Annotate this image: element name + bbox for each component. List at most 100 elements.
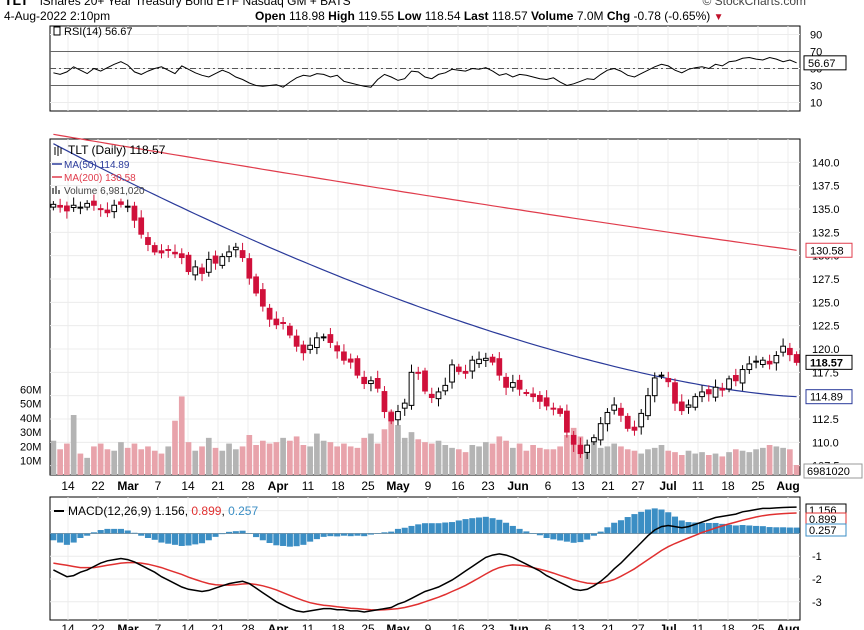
macd-histogram-bar — [226, 531, 233, 534]
volume-bar — [239, 446, 246, 475]
macd-histogram-bar — [617, 520, 624, 534]
candle-body — [638, 412, 645, 428]
volume-bar — [638, 453, 645, 475]
candle-body — [226, 251, 232, 258]
candle-body — [158, 250, 165, 254]
macd-histogram-bar — [692, 522, 699, 534]
macd-histogram-bar — [455, 520, 462, 534]
macd-histogram-bar — [138, 533, 145, 536]
macd-histogram-bar — [388, 531, 395, 534]
volume-bar — [374, 443, 381, 475]
macd-histogram-bar — [503, 522, 510, 534]
date-label-bottom: Jun — [507, 622, 528, 630]
date-label-bottom: 21 — [601, 622, 615, 630]
date-label-bottom: Aug — [776, 622, 799, 630]
volume-bar — [395, 425, 401, 475]
macd-tick-label: -1 — [812, 551, 822, 563]
volume-bar — [219, 450, 226, 475]
macd-histogram-bar — [259, 533, 266, 541]
ma50-tag — [805, 389, 853, 405]
macd-histogram-bar — [273, 533, 280, 546]
candle-body — [104, 209, 111, 214]
macd-histogram-bar — [739, 525, 746, 534]
volume-tag-text: 6981020 — [807, 466, 850, 478]
date-label-bottom: Jul — [659, 622, 676, 630]
candle-body — [530, 393, 536, 398]
volume-bar — [631, 450, 638, 475]
candle-body — [287, 325, 293, 336]
volume-bar — [408, 432, 415, 475]
candle-body — [165, 249, 172, 252]
volume-bar — [111, 450, 118, 475]
candle-body — [469, 359, 476, 372]
candle-body — [489, 356, 496, 363]
volume-bar — [604, 446, 611, 475]
macd-histogram-bar — [489, 518, 496, 534]
volume-tick-label: 30M — [20, 427, 41, 439]
price-tick-label: 112.5 — [812, 414, 839, 426]
volume-bar — [543, 449, 550, 475]
macd-histogram-bar — [70, 533, 77, 543]
candle-body — [320, 336, 327, 339]
candle-body — [584, 444, 591, 453]
candle-body — [70, 204, 77, 209]
date-label: Aug — [776, 479, 799, 493]
candle-body — [482, 357, 489, 361]
macd-histogram-bar — [638, 511, 645, 534]
volume-bar — [699, 452, 705, 475]
macd-histogram-bar — [509, 525, 516, 534]
macd-histogram-bar — [63, 533, 70, 545]
candle-body — [665, 377, 672, 383]
candle-body — [97, 208, 104, 211]
date-label: May — [386, 479, 410, 493]
volume-bar — [523, 450, 530, 475]
macd-histogram-bar — [205, 533, 212, 541]
macd-histogram-bar — [415, 524, 422, 534]
date-label-bottom: 28 — [241, 622, 255, 630]
last-price-tag-text: 118.57 — [810, 357, 843, 369]
candle-body — [705, 389, 712, 395]
macd-histogram-bar — [124, 530, 131, 534]
branding-label: © StockCharts.com — [702, 0, 806, 8]
macd-histogram-bar — [448, 522, 456, 534]
macd-histogram-bar — [361, 533, 368, 537]
candle-body — [219, 256, 226, 266]
candle-body — [77, 206, 84, 209]
date-label: 21 — [601, 479, 615, 493]
volume-tag — [803, 463, 863, 479]
macd-histogram-bar — [550, 533, 557, 540]
macd-tick-label: -3 — [812, 597, 822, 609]
date-label-bottom: 14 — [61, 622, 75, 630]
volume-tick-label: 50M — [20, 399, 41, 411]
date-label-bottom: 9 — [425, 622, 432, 630]
candle-body — [232, 246, 239, 251]
macd-signal-line — [53, 512, 797, 611]
macd-histogram-bar — [104, 528, 111, 534]
volume-bar — [314, 433, 320, 475]
candle-body — [618, 407, 624, 416]
candle-body — [726, 378, 732, 390]
volume-bar — [726, 452, 732, 475]
volume-bar — [442, 445, 449, 475]
candle-body — [773, 355, 780, 364]
rsi-tick-label: 90 — [810, 30, 822, 42]
ma50-tag-text: 114.89 — [810, 392, 843, 404]
volume-bar — [665, 450, 672, 475]
macd-histogram-bar — [320, 533, 327, 537]
macd-histogram-bar — [219, 533, 226, 535]
volume-bar — [746, 452, 753, 475]
macd-histogram-bar — [212, 533, 219, 537]
volume-bar — [537, 447, 543, 475]
candle-body — [780, 345, 786, 353]
candle-body — [422, 370, 428, 392]
volume-bar — [462, 452, 469, 475]
volume-bar — [732, 449, 739, 475]
volume-bar — [354, 447, 361, 475]
volume-bar — [124, 447, 131, 475]
volume-bar — [773, 446, 780, 475]
macd-histogram-bar — [543, 533, 550, 538]
volume-bar — [455, 449, 462, 475]
candle-body — [361, 376, 368, 385]
volume-bar — [347, 446, 354, 475]
volume-bar — [753, 449, 759, 475]
